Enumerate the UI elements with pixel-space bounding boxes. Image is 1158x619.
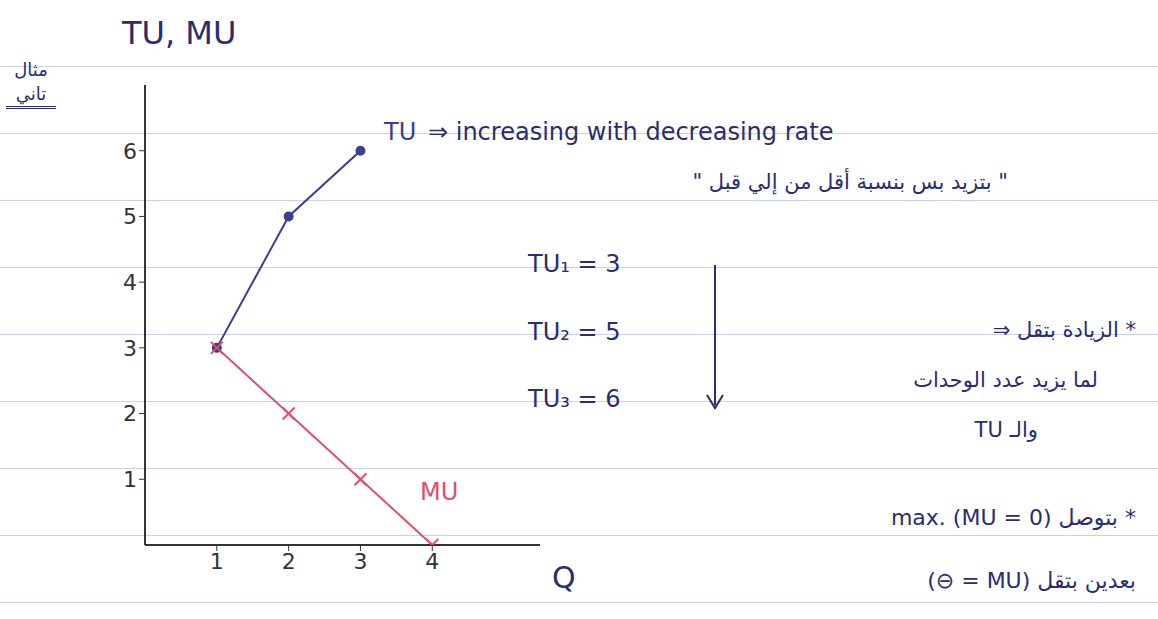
html-text:* بتوصل max. (MU = 0): * بتوصل max. (MU = 0) (890, 505, 1136, 530)
svg-text:4: 4 (123, 270, 137, 295)
html-text:مثال تاني: مثال تاني (14, 59, 48, 104)
html-text:لما يزيد عدد الوحدات: لما يزيد عدد الوحدات (913, 368, 1098, 392)
html-text:" بتزيد بس بنسبة أقل من إلي قب: " بتزيد بس بنسبة أقل من إلي قبل " (692, 170, 1008, 194)
svg-text:5: 5 (123, 204, 137, 229)
html-text:TU₂ = 5: TU₂ = 5 (528, 318, 621, 346)
svg-text:1: 1 (210, 549, 224, 574)
html-text:⇒ increasing with decreasing r: ⇒ increasing with decreasing rate (428, 118, 834, 146)
html-text:TU₁ = 3: TU₁ = 3 (528, 250, 621, 278)
svg-text:3: 3 (353, 549, 367, 574)
html-text:MU: MU (420, 478, 459, 506)
html-text:TU: TU (384, 118, 417, 146)
svg-text:1: 1 (123, 467, 137, 492)
svg-text:3: 3 (123, 336, 137, 361)
svg-text:6: 6 (123, 139, 137, 164)
html-text:TU₃ = 6: TU₃ = 6 (528, 385, 621, 413)
html-text:TU, MU: TU, MU (122, 14, 237, 52)
html-text:بعدين بتقل (MU = ⊖): بعدين بتقل (MU = ⊖) (927, 568, 1136, 593)
svg-text:4: 4 (425, 549, 439, 574)
svg-text:2: 2 (123, 401, 137, 426)
html-text:Q: Q (552, 560, 576, 595)
html-text:والـ TU: والـ TU (974, 418, 1038, 442)
svg-text:2: 2 (282, 549, 296, 574)
html-text:* الزيادة بتقل ⇒: * الزيادة بتقل ⇒ (992, 318, 1136, 342)
